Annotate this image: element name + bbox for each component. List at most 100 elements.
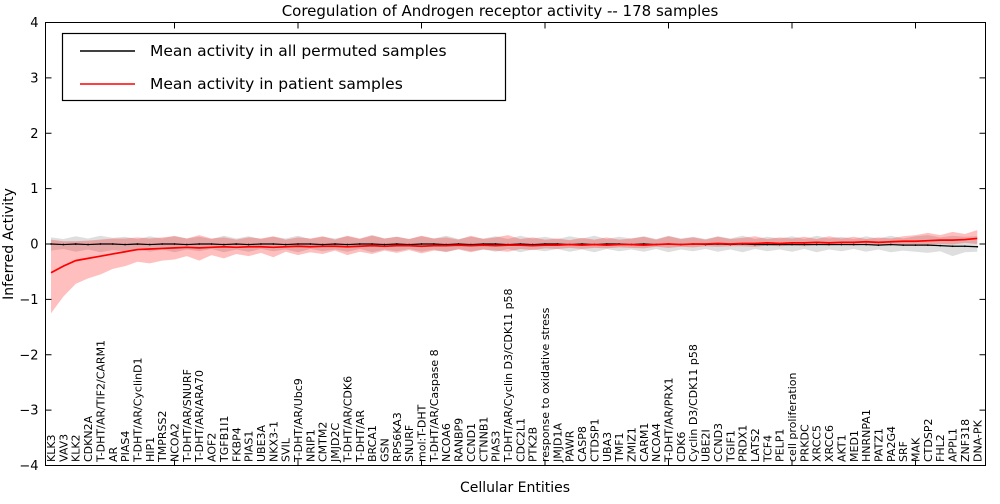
category-label: PTK2B — [527, 427, 540, 462]
permuted-point-marker — [951, 245, 954, 248]
permuted-point-marker — [87, 243, 89, 246]
category-label: TMF1 — [613, 432, 626, 463]
y-tick-label: 3 — [30, 71, 38, 86]
category-label: DNA-PK — [971, 419, 984, 462]
x-axis-label: Cellular Entities — [460, 480, 570, 496]
y-tick-label: 0 — [30, 238, 38, 253]
category-label: CCND3 — [712, 423, 725, 462]
permuted-point-marker — [111, 243, 114, 245]
category-label: T-DHT/AR — [354, 410, 367, 463]
permuted-point-marker — [840, 243, 843, 246]
permuted-point-marker — [334, 243, 336, 245]
category-label: KLK2 — [70, 434, 83, 462]
permuted-point-marker — [284, 243, 287, 246]
permuted-point-marker — [420, 243, 423, 245]
category-label: cell proliferation — [786, 372, 799, 462]
category-label: ZNF318 — [959, 419, 972, 462]
permuted-point-marker — [136, 243, 139, 245]
category-label: UBE3A — [255, 424, 268, 462]
y-tick-label: −1 — [19, 293, 38, 308]
category-label: XRCC5 — [811, 425, 824, 462]
permuted-point-marker — [828, 243, 830, 246]
category-label: T-DHT/AR/SNURF — [181, 369, 194, 463]
category-label: PAWR — [564, 430, 577, 462]
category-label: CMTM2 — [317, 422, 330, 462]
legend-label-permuted: Mean activity in all permuted samples — [150, 42, 447, 60]
permuted-point-marker — [889, 243, 892, 246]
permuted-point-marker — [964, 245, 966, 248]
permuted-point-marker — [766, 243, 769, 246]
category-label: AKT1 — [835, 434, 848, 462]
y-tick-label: 4 — [30, 16, 38, 31]
category-label: T-DHT/AR/ARA70 — [193, 370, 206, 463]
permuted-point-marker — [926, 244, 929, 247]
permuted-point-marker — [865, 243, 867, 246]
category-label: BRCA1 — [366, 425, 379, 462]
permuted-point-marker — [803, 243, 806, 246]
category-label: PATZ1 — [872, 428, 885, 462]
category-label: NCOA4 — [650, 423, 663, 462]
permuted-point-marker — [173, 243, 176, 245]
category-label: SVIL — [280, 437, 293, 462]
category-label: SRF — [897, 441, 910, 462]
permuted-point-marker — [99, 243, 102, 245]
category-label: T-DHT/AR/CyclinD1 — [131, 357, 144, 463]
category-label: T-DHT/AR/Caspase 8 — [428, 349, 441, 463]
category-label: TGIF1 — [724, 430, 737, 463]
permuted-point-marker — [260, 243, 262, 245]
category-label: XRCC6 — [823, 425, 836, 462]
permuted-point-marker — [185, 243, 188, 246]
permuted-point-marker — [124, 243, 126, 246]
category-label: PRDX1 — [737, 425, 750, 462]
patient-mean-line — [50, 237, 978, 274]
category-label: T-DHT/AR/PRX1 — [663, 377, 676, 463]
category-label: CTDSP1 — [588, 419, 601, 462]
category-label: CTNNB1 — [477, 417, 490, 462]
permuted-point-marker — [161, 243, 164, 245]
category-label: APPL1 — [947, 428, 960, 462]
permuted-point-marker — [902, 244, 905, 247]
category-label: CCND1 — [465, 423, 478, 462]
chart-title: Coregulation of Androgen receptor activi… — [282, 2, 719, 20]
category-label: CTDSP2 — [922, 419, 935, 462]
category-label: RANBP9 — [453, 418, 466, 462]
category-label: AR — [107, 446, 120, 462]
permuted-point-marker — [383, 243, 386, 246]
category-label: TCF4 — [761, 435, 774, 463]
permuted-point-marker — [148, 243, 151, 246]
category-label: JMJD2C — [329, 423, 342, 463]
category-label: TGFB1I1 — [218, 416, 231, 463]
category-label: ZMIZ1 — [625, 427, 638, 462]
legend-box — [61, 32, 507, 102]
category-label: CDKN2A — [82, 415, 95, 462]
permuted-point-marker — [235, 243, 238, 245]
permuted-point-marker — [297, 243, 299, 245]
category-label: HNRNPA1 — [860, 409, 873, 462]
permuted-point-marker — [247, 243, 250, 246]
category-label: NCOA2 — [169, 423, 182, 462]
category-label: PA2G4 — [885, 426, 898, 462]
category-label: PELP1 — [774, 429, 787, 462]
permuted-point-marker — [914, 244, 917, 247]
permuted-point-marker — [432, 243, 435, 245]
category-label: RPS6KA3 — [391, 412, 404, 462]
category-label: SNURF — [403, 425, 416, 462]
category-label: AOF2 — [206, 433, 219, 462]
category-label: KLK3 — [45, 434, 58, 462]
category-label: Cyclin D3/CDK11 p58 — [687, 344, 700, 462]
permuted-point-marker — [321, 243, 324, 246]
permuted-point-marker — [939, 244, 942, 247]
category-label: T-DHT/AR/CDK6 — [341, 376, 354, 463]
category-label: NCOA6 — [440, 423, 453, 462]
category-label: PRKDC — [798, 424, 811, 462]
category-label: MAK — [910, 437, 923, 462]
category-label: PIAS4 — [119, 431, 132, 462]
category-label: T-DHT/AR/Ubc9 — [292, 378, 305, 463]
category-label: T-DHT/AR/Cyclin D3/CDK11 p58 — [502, 288, 515, 463]
category-label: MED1 — [848, 430, 861, 462]
permuted-point-marker — [395, 243, 398, 245]
y-tick-label: 1 — [30, 182, 38, 197]
